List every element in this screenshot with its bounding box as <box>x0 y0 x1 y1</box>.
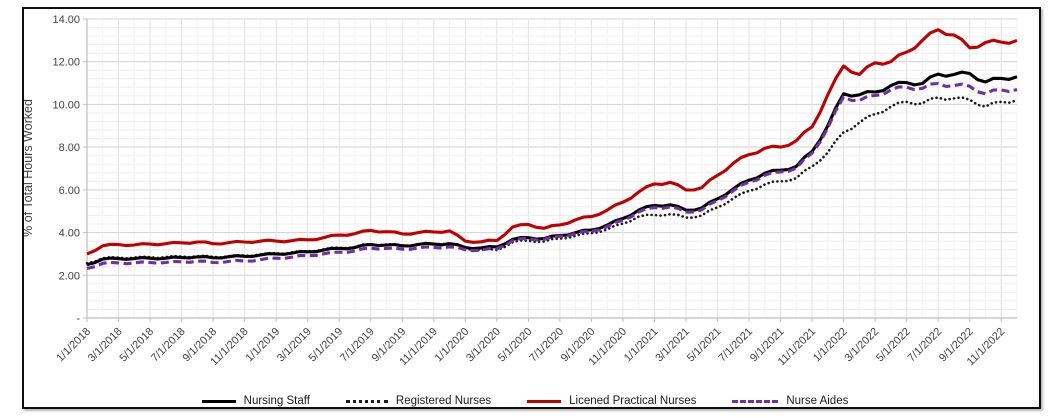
registered-nurses-line-swatch-icon <box>345 399 388 403</box>
y-tick-label: 10.00 <box>52 99 80 111</box>
legend-item-registered-nurses: Registered Nurses <box>345 395 492 407</box>
legend-label: Registered Nurses <box>395 395 492 407</box>
legend-item-licened-practical-nurses: Licened Practical Nurses <box>527 395 696 407</box>
y-tick-label: - <box>76 313 80 325</box>
series-line-registered-nurses <box>85 96 1019 265</box>
legend-label: Nurse Aides <box>786 395 849 407</box>
series-line-licened-practical-nurses <box>86 28 1018 256</box>
y-tick-label: 4.00 <box>59 228 80 240</box>
legend-label: Licened Practical Nurses <box>569 395 697 407</box>
nurse-aides-line-swatch-icon <box>732 399 779 403</box>
y-tick-label: 2.00 <box>59 270 80 282</box>
nursing-staff-line-swatch-icon <box>201 399 236 403</box>
major-gridlines <box>86 18 1017 318</box>
y-axis-tick-labels: - 2.00 4.00 6.00 8.00 10.00 12.00 14.00 <box>52 14 80 325</box>
licened-practical-nurses-line-swatch-icon <box>527 399 562 403</box>
y-axis-title: % of Total Hours Worked <box>21 99 35 237</box>
series-line-nursing-staff <box>86 70 1018 267</box>
series-lines <box>85 28 1019 271</box>
minor-gridlines <box>87 19 1018 318</box>
series-line-nurse-aides <box>86 81 1018 271</box>
y-tick-label: 6.00 <box>59 185 80 197</box>
chart-legend: Nursing Staff Registered Nurses Licened … <box>0 395 1050 407</box>
legend-label: Nursing Staff <box>243 395 310 407</box>
y-tick-label: 8.00 <box>59 142 80 154</box>
y-tick-label: 14.00 <box>52 14 80 26</box>
y-tick-label: 12.00 <box>52 57 80 69</box>
x-axis-tick-labels: 1/1/20183/1/20185/1/20187/1/20189/1/2018… <box>54 326 1007 369</box>
legend-item-nursing-staff: Nursing Staff <box>201 395 310 407</box>
legend-item-nurse-aides: Nurse Aides <box>732 395 848 407</box>
